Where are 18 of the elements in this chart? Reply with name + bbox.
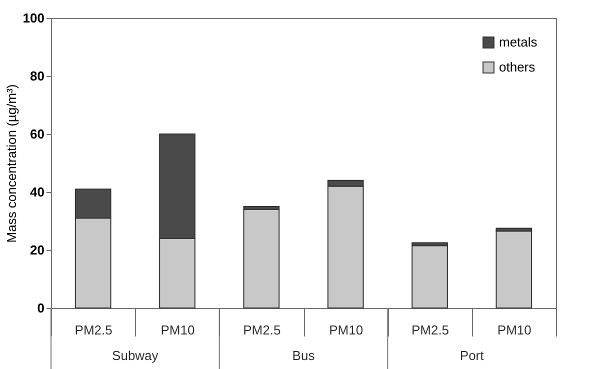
x-tick-label: PM10 [497,322,532,338]
y-tick-label: 100 [22,10,44,26]
y-axis-title: Mass concentration (µg/m³) [4,84,19,243]
y-tick-label: 0 [37,300,44,316]
text: Port [460,348,484,363]
y-tick-label: 60 [30,126,44,142]
y-tick-label: 20 [30,242,44,258]
x-tick-label: PM10 [160,322,195,338]
legend-label: others [499,60,536,74]
y-tick-label: 80 [30,68,44,84]
legend-label: metals [499,34,538,50]
y-tick-label: 40 [30,184,44,200]
x-tick-label: PM2.5 [74,322,112,338]
x-tick-label: PM2.5 [243,322,281,338]
text: Bus [292,348,316,363]
text: Subway [112,348,159,363]
x-tick-label: PM10 [329,322,364,338]
x-tick-label: PM2.5 [411,322,450,338]
